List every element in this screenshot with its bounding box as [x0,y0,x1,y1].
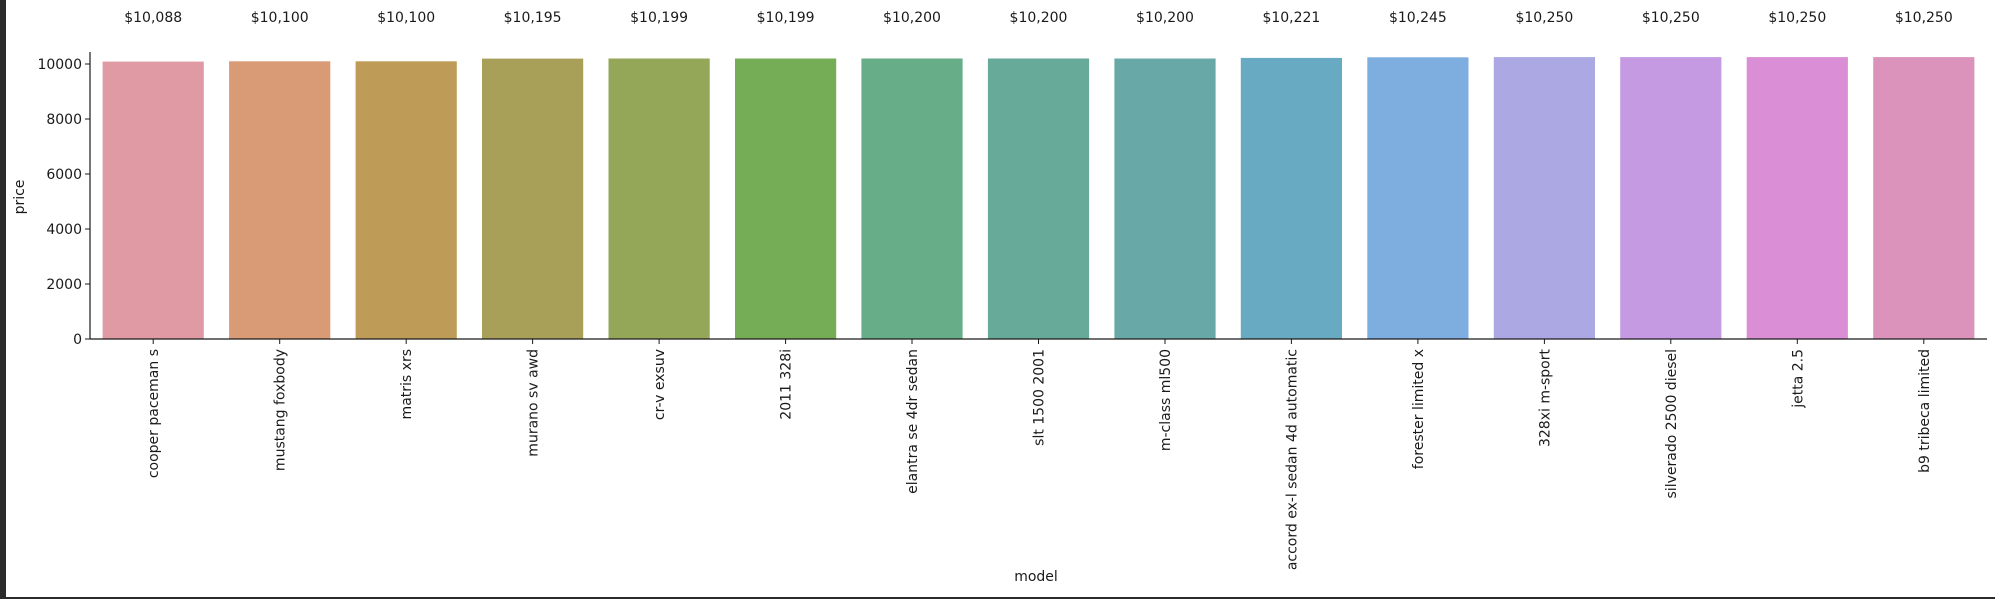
y-tick-label: 10000 [37,57,82,73]
bar [1873,57,1975,339]
data-label: $10,200 [883,10,941,26]
x-tick-label: elantra se 4dr sedan [905,349,921,494]
bar [1620,57,1722,339]
x-tick-label: forester limited x [1411,349,1427,469]
bar [102,61,204,339]
x-tick-label: cr-v exsuv [652,349,668,420]
y-tick-label: 2000 [46,277,82,293]
x-tick-label: m-class ml500 [1158,349,1174,451]
data-label: $10,200 [1136,10,1194,26]
y-axis-label: price [12,180,28,215]
x-tick-label: cooper paceman s [146,349,162,478]
y-axis: 0 2000 4000 6000 8000 10000 [37,52,91,348]
data-label: $10,199 [630,10,688,26]
y-tick-label: 6000 [46,167,82,183]
data-label: $10,250 [1515,10,1573,26]
x-tick-label: mustang foxbody [273,349,289,471]
x-tick-label: 2011 328i [779,349,795,420]
bar [1367,57,1469,340]
bar [1240,57,1342,340]
x-axis: cooper paceman s mustang foxbody matris xr… [90,338,1987,570]
bar [482,58,584,339]
data-label: $10,100 [377,10,435,26]
data-label: $10,250 [1768,10,1826,26]
x-tick-label: matris xrs [399,349,415,419]
data-label: $10,199 [757,10,815,26]
bar [1114,58,1216,339]
x-axis-label: model [1014,569,1058,585]
bar [229,61,331,340]
data-labels: $10,088 $10,100 $10,100 $10,195 $10,199 $10,1… [124,10,1953,26]
data-label: $10,250 [1642,10,1700,26]
x-tick-label: accord ex-l sedan 4d automatic [1284,349,1300,570]
data-label: $10,088 [124,10,182,26]
x-tick-label: slt 1500 2001 [1032,349,1048,446]
bar [608,58,710,339]
bar [735,58,837,339]
bar [1493,57,1595,339]
data-label: $10,245 [1389,10,1447,26]
x-tick-label: b9 tribeca limited [1917,349,1933,473]
x-tick-label: jetta 2.5 [1790,349,1806,409]
data-label: $10,200 [1010,10,1068,26]
data-label: $10,100 [251,10,309,26]
data-label: $10,250 [1895,10,1953,26]
y-tick-label: 4000 [46,222,82,238]
x-tick-label: silverado 2500 diesel [1664,349,1680,498]
bars [102,57,1975,340]
bar [987,58,1090,339]
x-tick-label: 328xi m-sport [1537,348,1553,447]
bar [861,58,963,339]
y-tick-label: 0 [73,332,82,348]
bar [355,61,457,340]
bar [1746,57,1848,339]
x-tick-label: murano sv awd [526,349,542,457]
data-label: $10,221 [1262,10,1320,26]
bar-chart: $10,088 $10,100 $10,100 $10,195 $10,199 $10,1… [12,10,1987,585]
y-tick-label: 8000 [46,112,82,128]
data-label: $10,195 [504,10,562,26]
